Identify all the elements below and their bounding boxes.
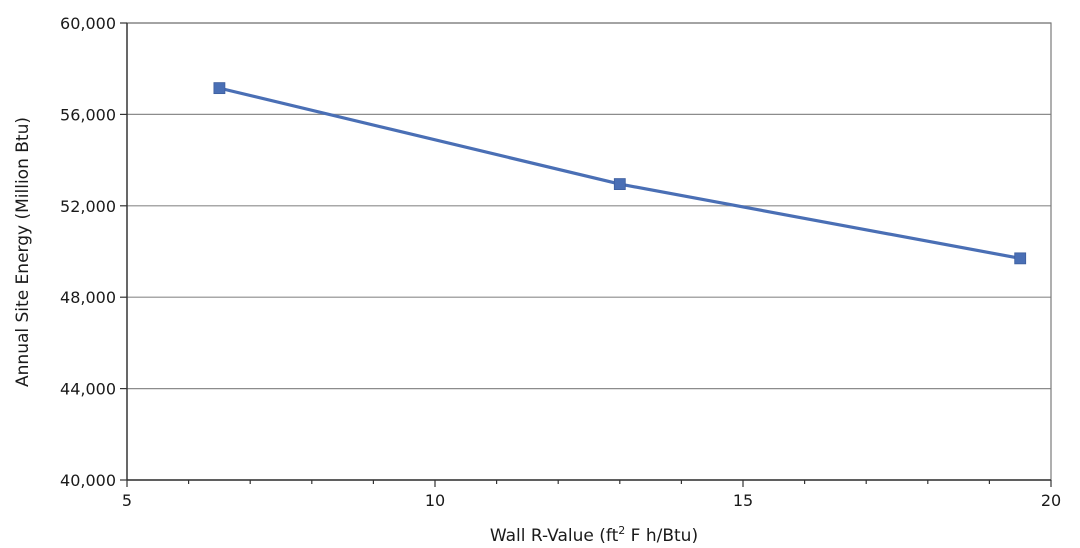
x-tick-labels: 5 10 15 20: [122, 491, 1061, 510]
y-tick-labels: 40,000 44,000 48,000 52,000 56,000 60,000: [60, 14, 116, 490]
x-tick-label: 5: [122, 491, 132, 510]
series-group: [213, 82, 1027, 265]
axes: [126, 22, 1052, 481]
ticks: [120, 22, 1052, 487]
x-tick-label: 20: [1041, 491, 1061, 510]
data-point-marker: [1014, 252, 1027, 265]
x-tick-label: 10: [425, 491, 445, 510]
y-tick-label: 44,000: [60, 380, 116, 399]
y-axis-title: Annual Site Energy (Million Btu): [13, 117, 33, 387]
series-line: [219, 86, 1021, 260]
plot-border: [126, 22, 1052, 481]
x-tick-label: 15: [733, 491, 753, 510]
y-tick-label: 48,000: [60, 288, 116, 307]
data-point-marker: [613, 178, 626, 190]
y-tick-label: 52,000: [60, 197, 116, 216]
x-axis-title: Wall R-Value (ft2 F h/Btu): [490, 524, 698, 546]
y-tick-label: 56,000: [60, 105, 116, 124]
y-tick-label: 40,000: [60, 471, 116, 490]
y-tick-label: 60,000: [60, 14, 116, 33]
grid-lines: [127, 22, 1051, 390]
data-point-marker: [213, 82, 226, 95]
